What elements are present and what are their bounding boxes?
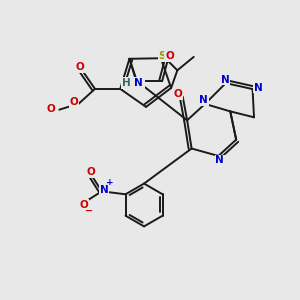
Text: O: O — [87, 167, 96, 177]
Text: N: N — [100, 185, 109, 195]
Text: N: N — [134, 78, 143, 88]
Text: +: + — [106, 178, 114, 187]
Text: N: N — [199, 95, 208, 105]
Text: O: O — [165, 51, 174, 61]
Text: H: H — [124, 80, 132, 90]
Text: O: O — [46, 104, 56, 114]
Text: O: O — [80, 200, 88, 210]
Text: N: N — [254, 82, 262, 93]
Text: N: N — [215, 155, 224, 165]
Text: O: O — [70, 97, 79, 107]
Text: N: N — [136, 80, 144, 90]
Text: H: H — [122, 78, 131, 88]
Text: −: − — [85, 206, 93, 216]
Text: O: O — [174, 89, 183, 99]
Text: O: O — [76, 62, 85, 72]
Text: S: S — [159, 51, 166, 61]
Text: N: N — [221, 75, 230, 85]
